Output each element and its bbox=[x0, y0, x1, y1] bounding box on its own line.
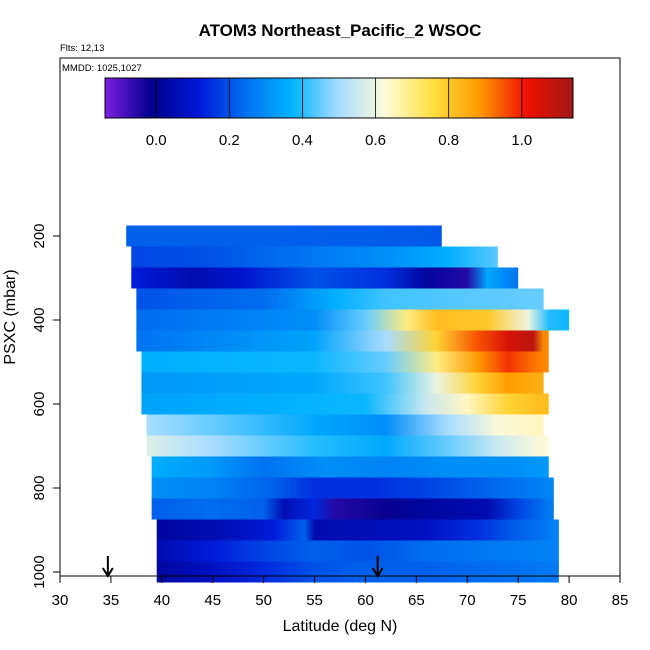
heatmap-row bbox=[136, 309, 570, 331]
colorbar-scale bbox=[104, 77, 574, 119]
marker-arrow-head bbox=[102, 567, 114, 578]
heatmap-row bbox=[156, 519, 559, 541]
heatmap-row bbox=[131, 267, 519, 289]
heatmap-row bbox=[156, 561, 559, 583]
y-axis-label: PSXC (mbar) bbox=[2, 269, 19, 364]
x-tick-label: 30 bbox=[52, 592, 69, 609]
latitude-markers bbox=[102, 556, 384, 578]
colorbar-tick-label: 1.0 bbox=[511, 132, 532, 149]
heatmap-row bbox=[151, 477, 554, 499]
x-tick-label: 60 bbox=[357, 592, 374, 609]
y-tick-label: 600 bbox=[31, 391, 48, 416]
heatmap-row bbox=[146, 435, 549, 457]
x-tick-label: 70 bbox=[459, 592, 476, 609]
colorbar: 0.0 0.2 0.4 0.6 0.8 1.0 bbox=[104, 77, 574, 149]
x-tick-label: 75 bbox=[510, 592, 527, 609]
x-tick-label: 45 bbox=[204, 592, 221, 609]
colorbar-tick-label: 0.8 bbox=[438, 132, 459, 149]
y-axis: 200 400 600 800 1000 bbox=[31, 223, 61, 589]
x-tick-label: 65 bbox=[408, 592, 425, 609]
heatmap-row bbox=[156, 540, 559, 562]
dates-note: MMDD: 1025,1027 bbox=[62, 63, 142, 74]
x-tick-label: 85 bbox=[612, 592, 629, 609]
x-tick-label: 40 bbox=[153, 592, 170, 609]
marker-arrow-head bbox=[371, 567, 384, 578]
x-axis: 30 35 40 45 50 55 60 65 70 75 80 85 bbox=[52, 575, 629, 609]
colorbar-tick-label: 0.4 bbox=[292, 132, 313, 149]
heatmap-row bbox=[131, 246, 498, 268]
x-tick-label: 50 bbox=[255, 592, 272, 609]
x-axis-label: Latitude (deg N) bbox=[283, 618, 398, 635]
heatmap-row bbox=[151, 456, 549, 478]
y-tick-label: 1000 bbox=[31, 555, 48, 588]
x-tick-label: 35 bbox=[103, 592, 120, 609]
colorbar-tick-label: 0.6 bbox=[365, 132, 386, 149]
x-tick-label: 80 bbox=[561, 592, 578, 609]
y-tick-label: 400 bbox=[31, 307, 48, 332]
heatmap-row bbox=[126, 225, 442, 247]
flights-note: Flts: 12,13 bbox=[60, 43, 104, 54]
x-tick-label: 55 bbox=[306, 592, 323, 609]
heatmap-row bbox=[141, 393, 549, 415]
colorbar-tick-label: 0.0 bbox=[146, 132, 167, 149]
y-tick-label: 800 bbox=[31, 475, 48, 500]
heatmap-row bbox=[141, 351, 549, 373]
heatmap-row bbox=[141, 372, 544, 394]
chart-title: ATOM3 Northeast_Pacific_2 WSOC bbox=[199, 21, 482, 40]
colorbar-tick-label: 0.2 bbox=[219, 132, 240, 149]
heatmap-rows bbox=[126, 225, 570, 583]
heatmap-row bbox=[151, 498, 554, 520]
y-tick-label: 200 bbox=[31, 223, 48, 248]
heatmap-row bbox=[136, 288, 544, 310]
heatmap-row bbox=[146, 414, 544, 436]
heatmap-row bbox=[136, 330, 549, 352]
